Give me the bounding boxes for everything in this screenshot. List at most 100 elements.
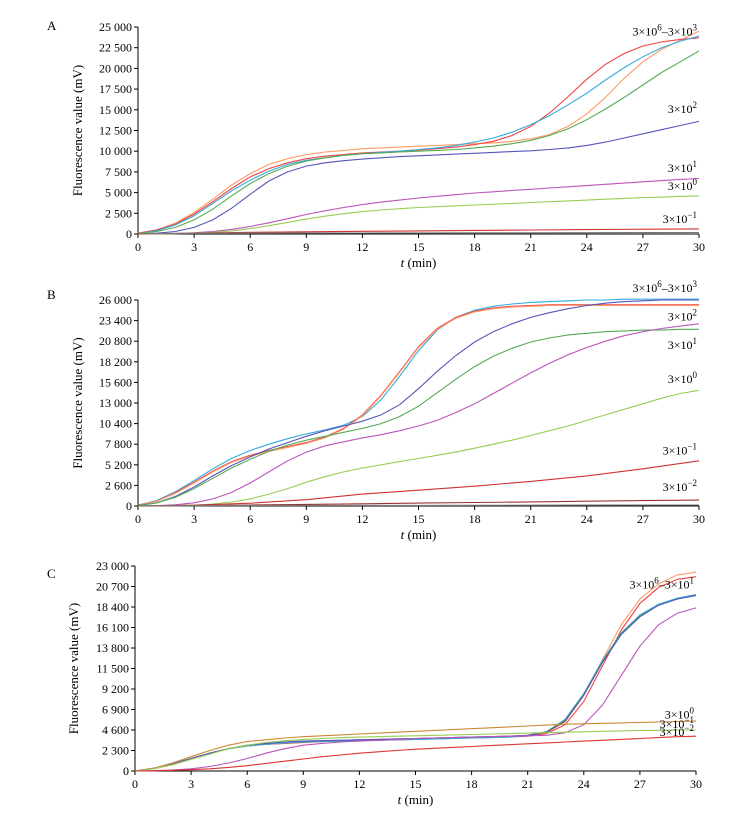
- x-axis-title: t (min): [398, 792, 434, 807]
- series-label: 3×101: [668, 336, 697, 352]
- y-tick-label: 18 400: [96, 600, 129, 614]
- x-tick-label: 15: [413, 240, 425, 254]
- series-line: [134, 593, 697, 772]
- series-label: 3×106–3×103: [632, 22, 697, 38]
- y-tick-label: 20 800: [99, 334, 132, 348]
- x-tick-label: 12: [353, 777, 365, 791]
- panel-b: B 0 3 6 9 12 15 18 21 24 27 30 0 2 600 5 200 7 800 10 40…: [47, 279, 705, 542]
- x-tick-label: 6: [244, 777, 250, 791]
- x-tick-label: 15: [413, 512, 425, 526]
- series-label: 3×100: [668, 370, 698, 386]
- series-label: 3×10−1: [660, 715, 694, 731]
- series-label: 3×10−1: [663, 210, 697, 226]
- series-label: 3×102: [668, 308, 697, 324]
- x-tick-label: 12: [356, 240, 368, 254]
- x-tick-label: 0: [135, 240, 141, 254]
- x-tick-label: 9: [303, 240, 309, 254]
- y-tick-label: 16 100: [96, 621, 129, 635]
- y-axis-title: Fluorescence value (mV): [70, 65, 85, 196]
- series-line: [134, 594, 697, 772]
- x-tick-label: 0: [135, 512, 141, 526]
- y-tick-label: 23 400: [99, 314, 132, 328]
- series-line: [134, 720, 697, 772]
- series-line: [137, 35, 700, 235]
- series-label: 3×102: [668, 100, 697, 116]
- y-tick-label: 18 200: [99, 355, 132, 369]
- y-tick-label: 10 000: [99, 144, 132, 158]
- series-line: [137, 50, 700, 235]
- x-tick-label: 24: [581, 240, 593, 254]
- series-line: [134, 735, 697, 772]
- x-tick-label: 27: [634, 777, 646, 791]
- y-tick-label: 2 300: [102, 744, 129, 758]
- y-tick-label: 6 900: [102, 703, 129, 717]
- y-tick-label: 0: [126, 227, 132, 241]
- x-tick-label: 24: [578, 777, 590, 791]
- y-axis-title: Fluorescence value (mV): [70, 337, 85, 468]
- x-tick-label: 3: [188, 777, 194, 791]
- x-axis-title: t (min): [401, 255, 437, 270]
- y-tick-label: 17 500: [99, 82, 132, 96]
- y-axis-title: Fluorescence value (mV): [66, 603, 81, 734]
- y-tick-label: 5 200: [105, 458, 132, 472]
- x-tick-label: 18: [469, 512, 481, 526]
- series-line: [134, 594, 697, 772]
- series-line: [137, 228, 700, 235]
- x-tick-label: 12: [356, 512, 368, 526]
- series-line: [137, 504, 699, 507]
- series-line: [137, 298, 699, 506]
- x-axis-title: t (min): [401, 527, 437, 542]
- series-label: 3×10−1: [663, 442, 697, 458]
- y-tick-label: 20 700: [96, 580, 129, 594]
- y-tick-label: 22 500: [99, 41, 132, 55]
- y-tick-label: 9 200: [102, 682, 129, 696]
- panel-letter: C: [47, 566, 56, 581]
- series-line: [137, 304, 699, 506]
- series-line: [137, 30, 700, 234]
- series-label: 3×101: [668, 159, 697, 175]
- series-line: [134, 607, 697, 772]
- series-line: [137, 460, 700, 507]
- series-line: [137, 389, 700, 507]
- x-tick-label: 24: [581, 512, 593, 526]
- y-tick-label: 23 000: [96, 559, 129, 573]
- y-tick-label: 11 500: [96, 662, 129, 676]
- series-line: [137, 37, 700, 234]
- y-tick-label: 26 000: [99, 293, 132, 307]
- series-label: 3×10−2: [663, 478, 697, 494]
- y-tick-label: 7 500: [105, 165, 132, 179]
- y-tick-label: 2 600: [105, 478, 132, 492]
- x-tick-label: 3: [191, 240, 197, 254]
- series-label: 3×106–3×101: [629, 575, 694, 591]
- series-line: [137, 120, 700, 235]
- series-line: [137, 328, 699, 507]
- y-tick-label: 13 000: [99, 396, 132, 410]
- panel-c: C 0 3 6 9 12 15 18 21 24 27 30 0 2 300 4 600 6 900 9 200…: [47, 559, 702, 807]
- series-label: 3×10−2: [660, 723, 694, 739]
- series-line: [137, 195, 700, 235]
- x-tick-label: 27: [637, 240, 649, 254]
- x-tick-label: 0: [132, 777, 138, 791]
- series-line: [134, 729, 696, 772]
- series-line: [137, 177, 700, 235]
- panel-letter: B: [47, 287, 56, 302]
- x-tick-label: 9: [303, 512, 309, 526]
- series-line: [137, 323, 700, 507]
- x-tick-label: 6: [247, 512, 253, 526]
- y-tick-label: 20 000: [99, 61, 132, 75]
- series-line: [134, 571, 697, 772]
- panel-a: A 0 3 6 9 12 15 18 21 24 27 30 0 2 500 5 000 7 500 10 00…: [47, 18, 705, 270]
- x-tick-label: 15: [410, 777, 422, 791]
- y-tick-label: 25 000: [99, 20, 132, 34]
- y-tick-label: 0: [123, 764, 129, 778]
- x-tick-label: 6: [247, 240, 253, 254]
- x-tick-label: 21: [522, 777, 534, 791]
- y-tick-label: 10 400: [99, 417, 132, 431]
- x-tick-label: 30: [690, 777, 702, 791]
- y-tick-label: 13 800: [96, 641, 129, 655]
- x-tick-label: 21: [525, 512, 537, 526]
- series-line: [137, 299, 699, 507]
- y-tick-label: 4 600: [102, 723, 129, 737]
- y-tick-label: 12 500: [99, 124, 132, 138]
